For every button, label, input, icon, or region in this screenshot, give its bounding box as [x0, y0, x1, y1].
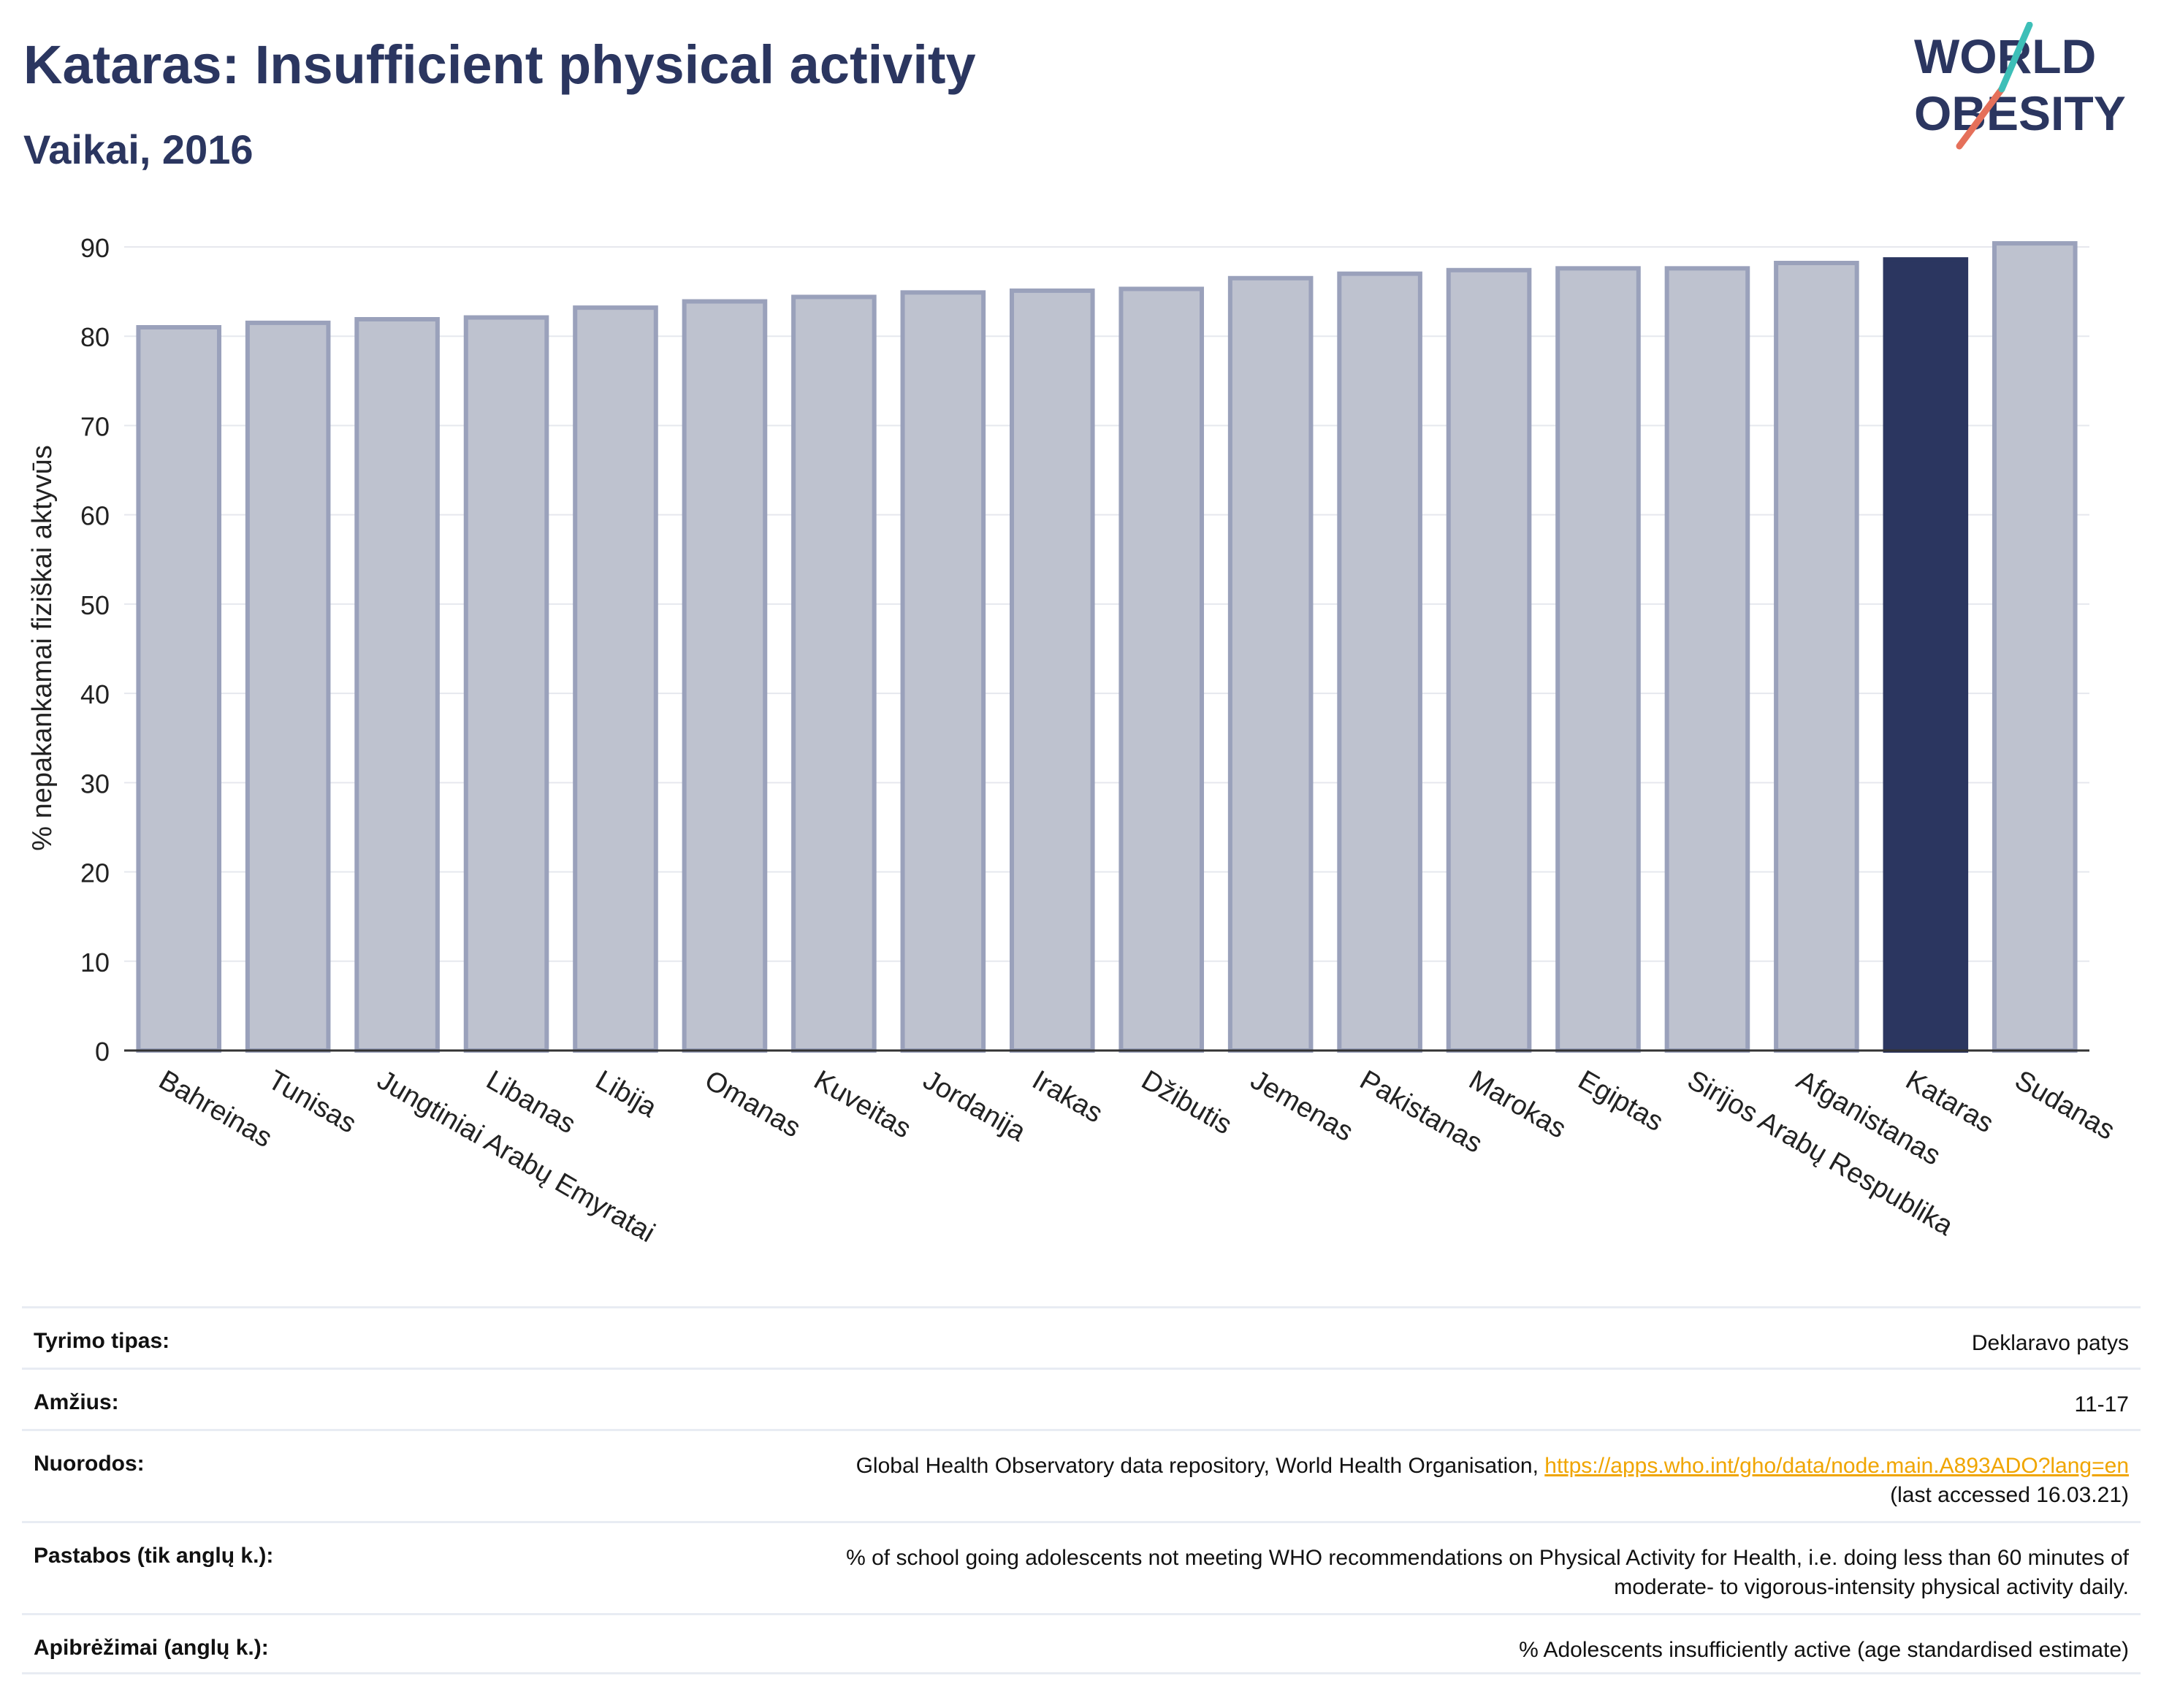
info-label: Tyrimo tipas:: [34, 1329, 170, 1353]
x-tick-label: Jordanija: [918, 1064, 1031, 1148]
bar-libija: [573, 305, 658, 1053]
bar-jungtiniai-arabų-emyratai: [354, 317, 440, 1053]
y-tick-labels: 0 10 20 30 40 50 60 70 80 90: [80, 233, 110, 1067]
reference-text: Global Health Observatory data repositor…: [855, 1454, 1545, 1478]
x-tick-label: Džibutis: [1136, 1064, 1237, 1140]
info-value: % of school going adolescents not meetin…: [846, 1544, 2129, 1602]
info-label: Apibrėžimai (anglų k.):: [34, 1636, 269, 1660]
x-tick-label: Tunisas: [263, 1064, 362, 1139]
y-tick-label: 10: [80, 948, 110, 977]
bar-libanas: [463, 315, 549, 1053]
x-tick-label: Bahreinas: [153, 1064, 277, 1154]
bars: [136, 241, 2078, 1053]
logo-slash-red: [1956, 85, 2005, 150]
bar-bahreinas: [136, 325, 222, 1053]
y-tick-label: 50: [80, 590, 110, 620]
x-tick-label: Kuveitas: [809, 1064, 916, 1144]
info-table: Tyrimo tipas: Deklaravo patys Amžius: 11…: [22, 1306, 2141, 1674]
bar-kataras: [1883, 257, 1969, 1053]
logo-line2: OBESITY: [1914, 86, 2126, 140]
info-value: Deklaravo patys: [1971, 1331, 2129, 1355]
bar-egiptas: [1555, 266, 1641, 1053]
notes-line-2: moderate- to vigorous-intensity physical…: [1614, 1575, 2129, 1599]
bar-jordanija: [900, 290, 986, 1053]
info-label: Pastabos (tik anglų k.):: [34, 1544, 274, 1568]
info-value: % Adolescents insufficiently active (age…: [1519, 1638, 2129, 1662]
bar-džibutis: [1118, 286, 1205, 1053]
info-row-age: Amžius: 11-17: [22, 1368, 2141, 1429]
bar-tunisas: [245, 320, 331, 1053]
info-row-definitions: Apibrėžimai (anglų k.): % Adolescents in…: [22, 1613, 2141, 1674]
x-tick-label: Egiptas: [1573, 1064, 1669, 1137]
info-value: 11-17: [2074, 1392, 2129, 1417]
bar-irakas: [1009, 288, 1095, 1053]
x-tick-label: Jemenas: [1246, 1064, 1359, 1147]
info-row-survey-type: Tyrimo tipas: Deklaravo patys: [22, 1306, 2141, 1368]
x-tick-label: Pakistanas: [1354, 1064, 1487, 1159]
x-tick-label: Sudanas: [2010, 1064, 2120, 1145]
reference-link[interactable]: https://apps.who.int/gho/data/node.main.…: [1544, 1454, 2129, 1478]
y-tick-label: 70: [80, 411, 110, 441]
y-tick-label: 90: [80, 233, 110, 263]
info-value: Global Health Observatory data repositor…: [856, 1452, 2129, 1510]
page-title: Kataras: Insufficient physical activity: [23, 34, 976, 95]
y-tick-label: 40: [80, 679, 110, 709]
y-tick-label: 0: [95, 1037, 110, 1067]
world-obesity-logo: WORLD OBESITY: [1914, 22, 2126, 150]
bar-pakistanas: [1337, 271, 1422, 1053]
bar-sirijos-arabų-respublika: [1664, 266, 1750, 1053]
x-tick-label: Libija: [590, 1064, 663, 1124]
bar-kuveitas: [791, 294, 877, 1053]
bar-omanas: [682, 299, 768, 1053]
y-axis-label: % nepakankamai fiziškai aktyvūs: [27, 445, 58, 850]
info-row-notes: Pastabos (tik anglų k.): % of school goi…: [22, 1521, 2141, 1613]
info-label: Amžius:: [34, 1390, 119, 1414]
logo-slash-teal: [1998, 22, 2033, 93]
page-subtitle: Vaikai, 2016: [23, 126, 254, 172]
y-tick-label: 80: [80, 322, 110, 352]
notes-line-1: % of school going adolescents not meetin…: [846, 1546, 2129, 1570]
bar-sudanas: [1992, 241, 2078, 1053]
info-label: Nuorodos:: [34, 1452, 145, 1476]
reference-accessed: (last accessed 16.03.21): [1890, 1483, 2129, 1507]
x-tick-label: Irakas: [1027, 1064, 1108, 1129]
y-tick-label: 30: [80, 769, 110, 798]
bar-afganistanas: [1774, 261, 1859, 1053]
grid-lines: [124, 246, 2089, 962]
x-tick-label: Omanas: [699, 1064, 805, 1143]
y-tick-label: 20: [80, 858, 110, 888]
info-row-references: Nuorodos: Global Health Observatory data…: [22, 1429, 2141, 1521]
bar-marokas: [1446, 267, 1532, 1053]
y-tick-label: 60: [80, 501, 110, 531]
bar-jemenas: [1227, 275, 1314, 1053]
